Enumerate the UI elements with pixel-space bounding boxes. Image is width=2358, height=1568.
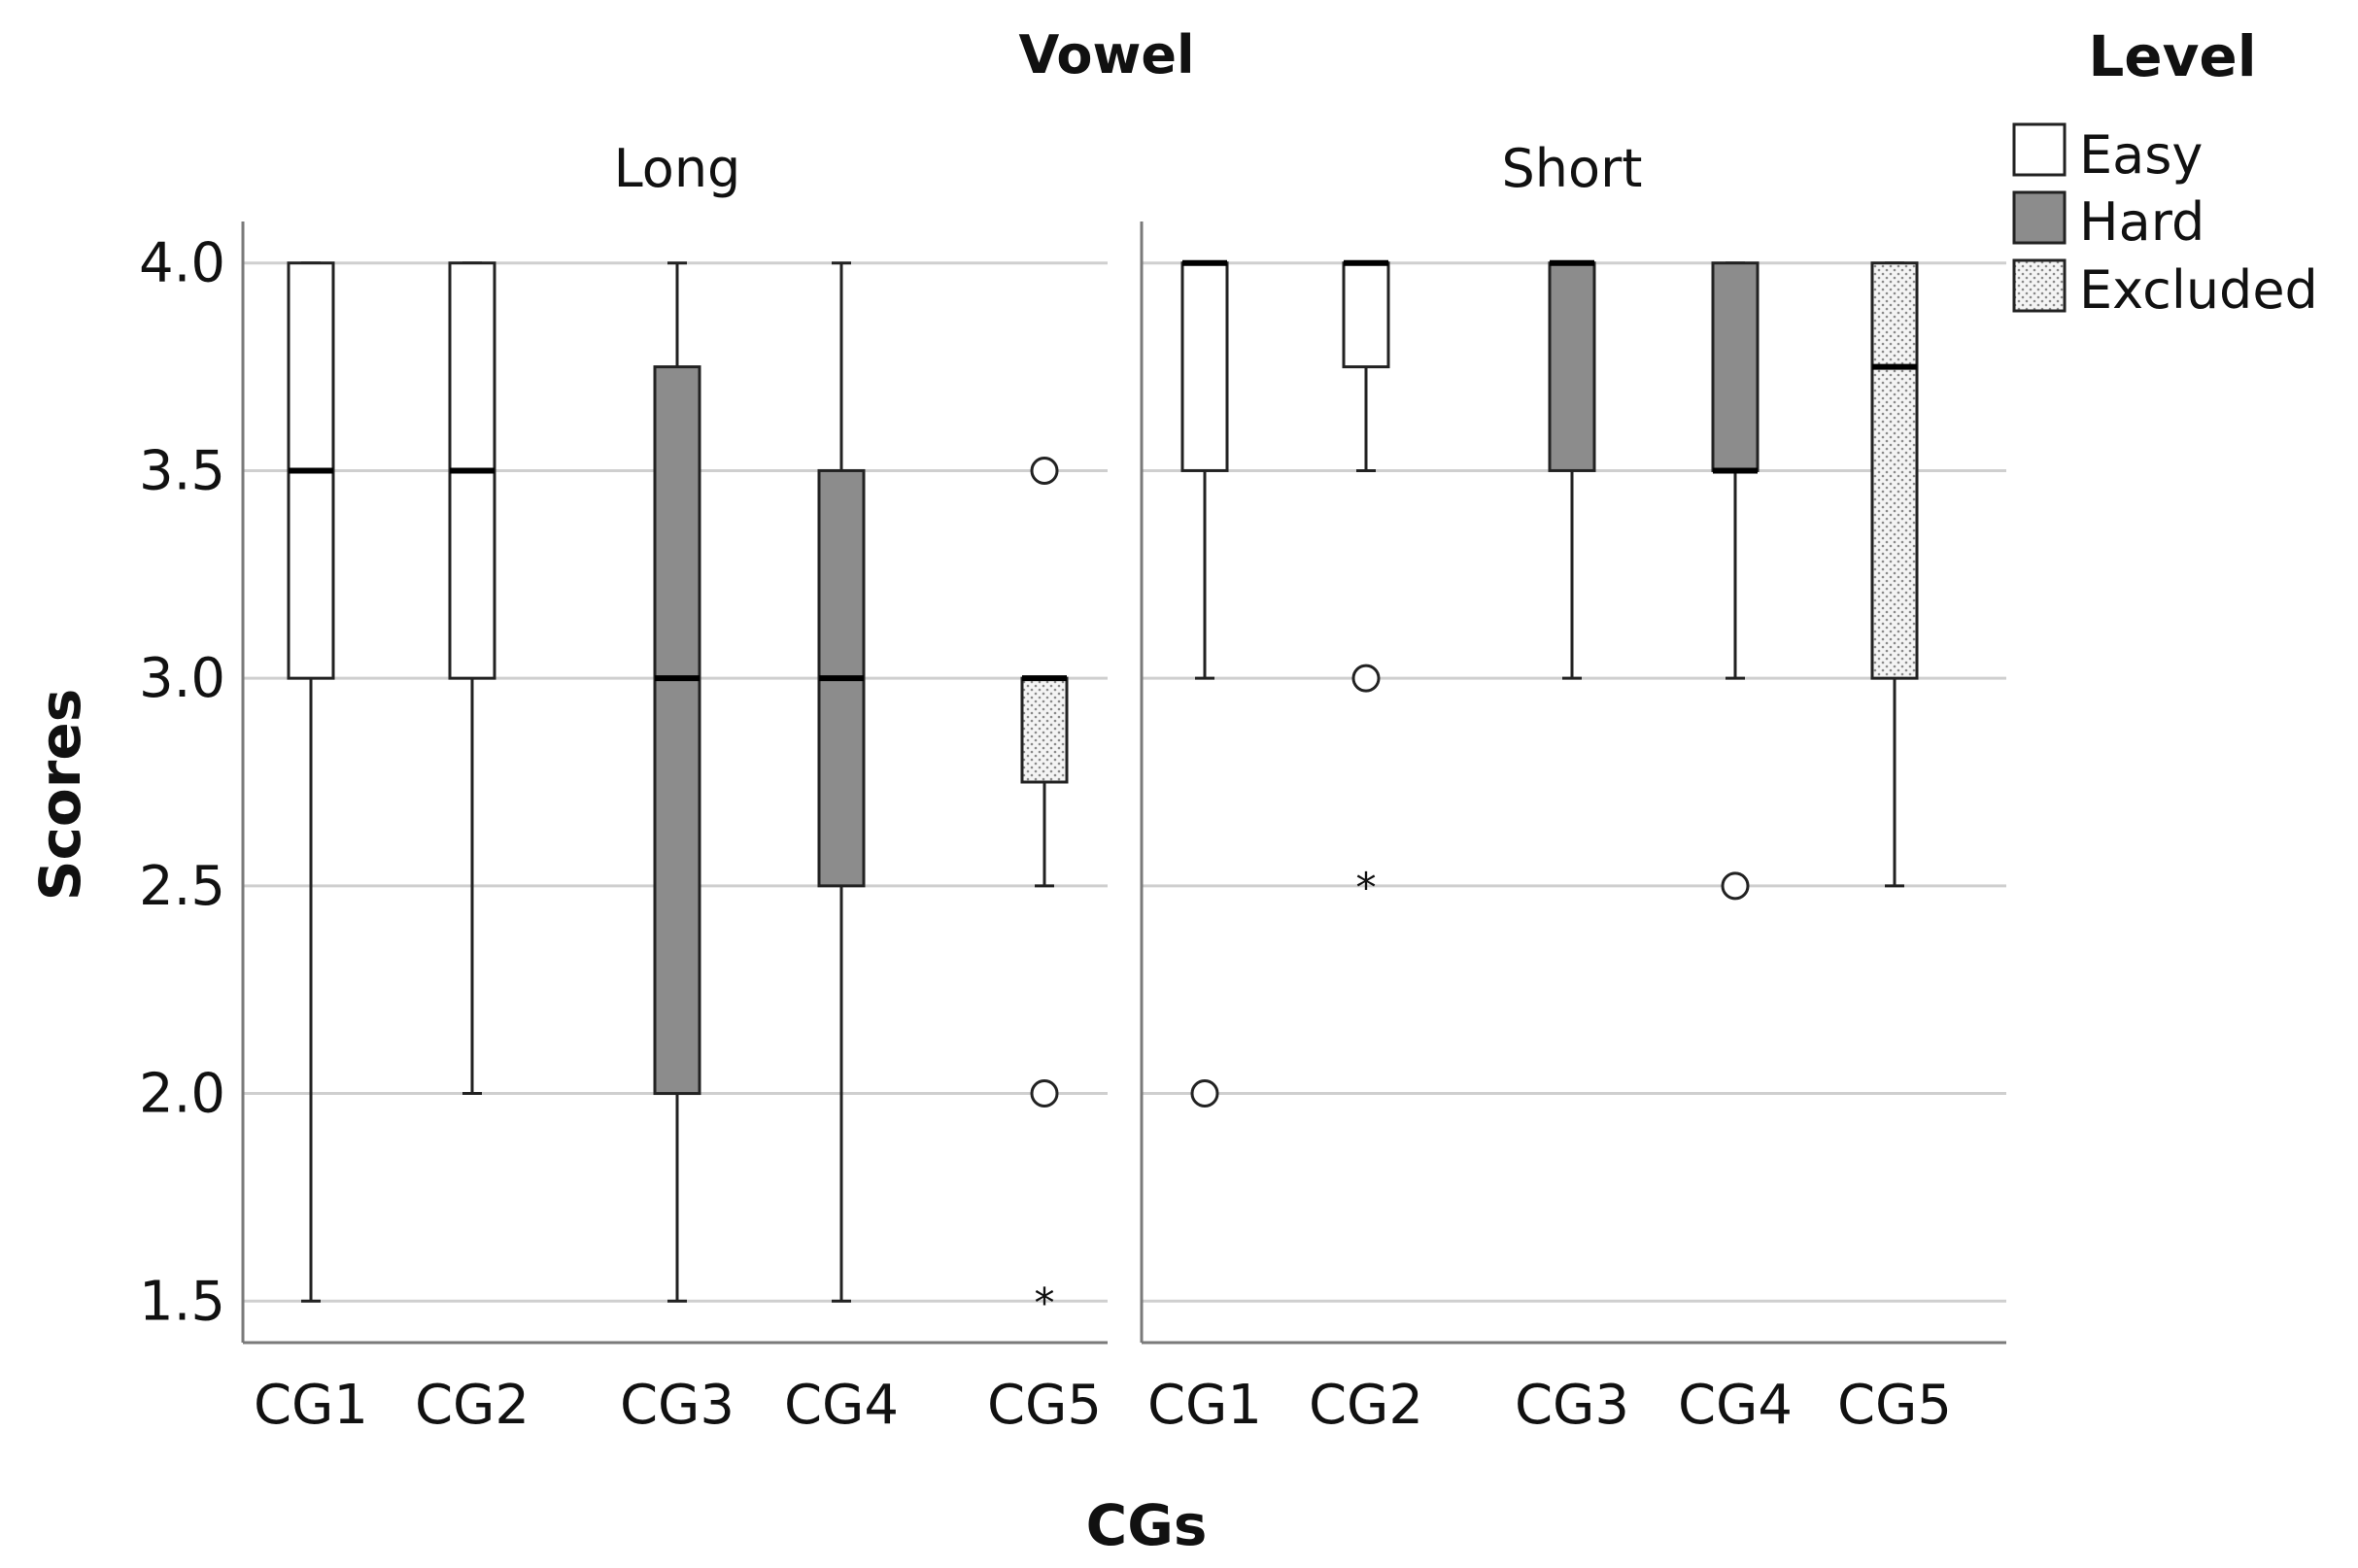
x-tick-label-short-cg3: CG3 <box>1515 1374 1629 1437</box>
iqr-box-short-cg4 <box>1711 261 1760 472</box>
panel-title-short: Short <box>1502 138 1643 199</box>
x-tick-label-long-cg4: CG4 <box>784 1374 899 1437</box>
y-tick-label-4.0: 4.0 <box>139 232 225 295</box>
y-tick-label-3.5: 3.5 <box>139 439 225 502</box>
y-tick-label-1.5: 1.5 <box>139 1270 225 1333</box>
y-tick-label-2.0: 2.0 <box>139 1063 225 1126</box>
box-long-cg1 <box>287 261 335 1303</box>
legend-label-easy: Easy <box>2079 124 2203 186</box>
box-short-cg4 <box>1711 261 1760 901</box>
iqr-box-long-cg5 <box>1020 676 1069 784</box>
y-tick-label-3.0: 3.0 <box>139 647 225 710</box>
facet-title: Vowel <box>1019 24 1195 85</box>
box-long-cg3 <box>653 261 701 1303</box>
outlier-short-cg4-2_5 <box>1721 871 1750 901</box>
box-short-cg3 <box>1548 259 1596 680</box>
x-tick-label-long-cg1: CG1 <box>254 1374 368 1437</box>
extreme-short-cg2-2_5: * <box>1356 864 1377 911</box>
box-short-cg2: * <box>1342 259 1390 911</box>
extreme-long-cg5-1_5: * <box>1035 1278 1055 1326</box>
outlier-long-cg5-3_5 <box>1030 456 1059 485</box>
x-tick-label-short-cg5: CG5 <box>1837 1374 1952 1437</box>
y-tick-label-2.5: 2.5 <box>139 855 225 918</box>
legend-swatch-excluded <box>2012 258 2067 313</box>
outlier-short-cg1-2 <box>1190 1079 1219 1108</box>
outlier-long-cg5-2 <box>1030 1079 1059 1108</box>
x-tick-label-short-cg1: CG1 <box>1147 1374 1262 1437</box>
legend-swatch-easy <box>2012 122 2067 177</box>
x-tick-label-short-cg4: CG4 <box>1678 1374 1793 1437</box>
legend: Level Easy Hard Excluded <box>2012 23 2318 321</box>
x-axis-title: CGs <box>1086 1492 1208 1558</box>
outlier-short-cg2-3 <box>1351 664 1381 693</box>
legend-title: Level <box>2088 23 2256 89</box>
iqr-box-long-cg3 <box>653 365 701 1096</box>
x-tick-label-long-cg5: CG5 <box>987 1374 1102 1437</box>
iqr-box-short-cg3 <box>1548 261 1596 472</box>
legend-label-hard: Hard <box>2079 191 2204 253</box>
legend-swatch-hard <box>2012 190 2067 245</box>
boxes: ** <box>287 259 1919 1326</box>
iqr-box-short-cg2 <box>1342 261 1390 369</box>
x-tick-label-long-cg3: CG3 <box>620 1374 735 1437</box>
box-long-cg5: * <box>1020 456 1069 1326</box>
box-short-cg1 <box>1180 259 1229 1108</box>
iqr-box-short-cg5 <box>1870 261 1919 680</box>
box-short-cg5 <box>1870 261 1919 888</box>
iqr-box-short-cg1 <box>1180 261 1229 472</box>
legend-label-excluded: Excluded <box>2079 259 2318 321</box>
axes: CG1 CG2 CG3 CG4 CG5 CG1 CG2 CG3 CG4 CG5 4.0 3.5 3.0 2… <box>139 222 2006 1437</box>
x-tick-label-short-cg2: CG2 <box>1309 1374 1423 1437</box>
panel-title-long: Long <box>614 138 741 199</box>
box-long-cg2 <box>448 261 496 1096</box>
y-axis-title: Scores <box>27 689 93 901</box>
x-tick-label-long-cg2: CG2 <box>415 1374 530 1437</box>
box-long-cg4 <box>817 261 866 1303</box>
